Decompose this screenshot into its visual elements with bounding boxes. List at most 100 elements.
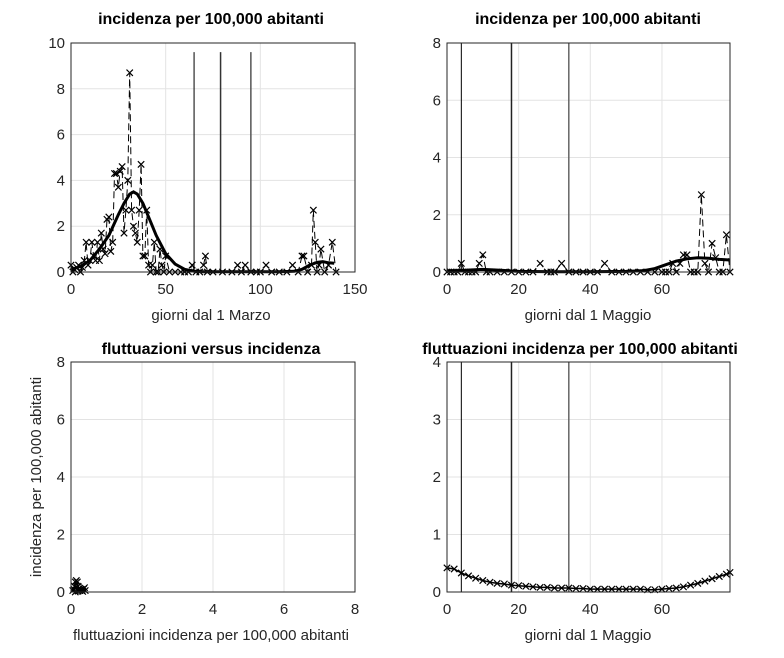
y-tick-label: 4 bbox=[57, 469, 65, 486]
data-point-marker bbox=[550, 584, 559, 592]
axes-box bbox=[446, 42, 731, 273]
y-tick-label: 1 bbox=[433, 527, 441, 544]
data-point-marker bbox=[112, 169, 121, 178]
subplot-bottom-left: fluttuazioni versus incidenza fluttuazio… bbox=[28, 341, 359, 644]
data-point-marker bbox=[129, 222, 138, 230]
data-point-marker bbox=[311, 238, 319, 246]
x-axis-label: giorni dal 1 Maggio bbox=[525, 307, 652, 324]
data-point-marker bbox=[105, 213, 113, 221]
data-point-marker bbox=[148, 261, 157, 269]
data-point-marker bbox=[708, 239, 716, 247]
data-point-marker bbox=[131, 229, 139, 237]
subplot-title: incidenza per 100,000 abitanti bbox=[98, 11, 324, 28]
data-point-marker bbox=[622, 585, 630, 593]
data-point-marker bbox=[127, 206, 136, 214]
data-point-marker bbox=[672, 584, 680, 592]
data-point-marker bbox=[665, 584, 673, 593]
data-point-marker bbox=[586, 585, 594, 593]
data-point-marker bbox=[515, 582, 523, 590]
subplot-top-left: incidenza per 100,000 abitanti giorni da… bbox=[48, 11, 367, 324]
x-tick-label: 20 bbox=[510, 281, 527, 298]
y-tick-label: 3 bbox=[433, 412, 441, 429]
data-point-marker bbox=[110, 169, 119, 178]
y-tick-label: 8 bbox=[433, 35, 441, 52]
data-point-marker bbox=[288, 261, 297, 269]
data-point-marker bbox=[472, 574, 480, 582]
x-tick-label: 60 bbox=[654, 281, 671, 298]
subplot-title: incidenza per 100,000 abitanti bbox=[475, 11, 701, 28]
x-tick-label: 2 bbox=[138, 601, 146, 618]
subplot-bottom-right: fluttuazioni incidenza per 100,000 abita… bbox=[422, 341, 738, 644]
y-tick-label: 0 bbox=[57, 264, 65, 281]
data-point-marker bbox=[701, 577, 709, 585]
data-point-marker bbox=[493, 579, 501, 587]
data-point-marker bbox=[475, 259, 483, 268]
y-tick-label: 0 bbox=[57, 584, 65, 601]
y-tick-label: 2 bbox=[433, 469, 441, 486]
data-point-marker bbox=[150, 238, 158, 246]
data-point-marker bbox=[708, 575, 716, 583]
data-point-marker bbox=[109, 238, 117, 246]
data-point-marker bbox=[300, 252, 308, 260]
data-point-marker bbox=[95, 256, 104, 265]
x-axis-label: giorni dal 1 Marzo bbox=[151, 307, 270, 324]
x-tick-label: 20 bbox=[510, 601, 527, 618]
y-tick-label: 4 bbox=[57, 172, 65, 189]
data-point-marker bbox=[135, 206, 143, 214]
data-point-marker bbox=[328, 238, 336, 246]
data-point-marker bbox=[572, 584, 580, 593]
data-point-marker bbox=[558, 259, 566, 268]
axes-box bbox=[70, 42, 356, 273]
data-point-marker bbox=[233, 261, 242, 269]
subplot-top-right: incidenza per 100,000 abitanti giorni da… bbox=[433, 11, 734, 324]
smoothed-line bbox=[447, 256, 730, 274]
y-tick-label: 8 bbox=[57, 81, 65, 98]
y-tick-label: 4 bbox=[433, 354, 441, 371]
x-tick-label: 0 bbox=[67, 281, 75, 298]
data-point-marker bbox=[722, 570, 731, 578]
data-point-marker bbox=[507, 581, 516, 589]
axes-box bbox=[70, 361, 356, 593]
plot-area bbox=[71, 43, 355, 272]
y-tick-label: 8 bbox=[57, 354, 65, 371]
y-tick-label: 2 bbox=[57, 527, 65, 544]
data-point-marker bbox=[479, 576, 487, 585]
data-point-marker bbox=[116, 167, 124, 175]
x-tick-label: 0 bbox=[67, 601, 75, 618]
data-point-marker bbox=[565, 584, 573, 592]
y-tick-label: 2 bbox=[433, 207, 441, 224]
smoothed-line bbox=[71, 190, 335, 274]
data-point-marker bbox=[101, 250, 109, 258]
data-point-marker bbox=[694, 579, 702, 587]
subplot-title: fluttuazioni incidenza per 100,000 abita… bbox=[422, 341, 738, 358]
data-line bbox=[71, 72, 337, 274]
data-point-marker bbox=[309, 206, 317, 214]
data-point-marker bbox=[158, 261, 166, 269]
data-point-marker bbox=[450, 565, 458, 573]
data-point-marker bbox=[241, 261, 249, 269]
data-point-marker bbox=[543, 583, 551, 592]
y-tick-label: 6 bbox=[433, 92, 441, 109]
x-tick-label: 150 bbox=[342, 281, 367, 298]
data-point-marker bbox=[536, 583, 544, 592]
data-point-marker bbox=[120, 229, 128, 237]
data-point-marker bbox=[629, 585, 637, 593]
x-tick-label: 40 bbox=[582, 281, 599, 298]
data-point-marker bbox=[500, 580, 508, 588]
subplot-title: fluttuazioni versus incidenza bbox=[102, 341, 321, 358]
x-tick-label: 0 bbox=[443, 281, 451, 298]
data-point-marker bbox=[141, 252, 149, 260]
data-point-marker bbox=[600, 585, 609, 593]
data-point-marker bbox=[199, 261, 208, 269]
data-point-marker bbox=[457, 569, 465, 577]
data-point-marker bbox=[658, 585, 666, 593]
data-point-marker bbox=[683, 251, 691, 259]
data-point-marker bbox=[122, 206, 130, 214]
x-tick-label: 50 bbox=[157, 281, 174, 298]
data-point-marker bbox=[262, 261, 270, 269]
data-point-marker bbox=[464, 572, 473, 580]
data-point-marker bbox=[686, 581, 695, 589]
x-tick-label: 0 bbox=[443, 601, 451, 618]
data-point-marker bbox=[558, 584, 566, 592]
data-point-marker bbox=[81, 586, 89, 595]
